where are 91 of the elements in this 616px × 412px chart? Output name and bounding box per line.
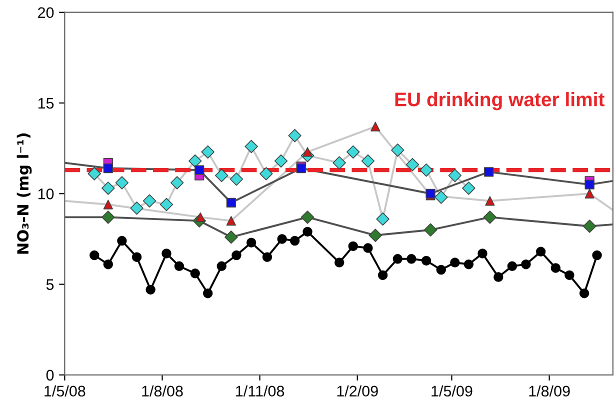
point	[424, 223, 438, 237]
point	[584, 188, 594, 198]
point	[564, 270, 574, 280]
point	[484, 167, 494, 177]
x-tick-label: 1/11/08	[236, 385, 284, 397]
point	[190, 268, 200, 278]
point	[392, 254, 403, 264]
point	[378, 270, 388, 280]
point	[90, 250, 100, 260]
point	[300, 210, 314, 224]
x-tick-label: 1/5/08	[44, 385, 86, 397]
y-tick-label: 5	[46, 279, 54, 290]
point	[448, 168, 462, 182]
point	[132, 252, 142, 262]
point	[391, 144, 404, 157]
point	[536, 246, 546, 257]
point	[244, 140, 258, 154]
point	[88, 167, 102, 180]
x-tick-label: 1/8/09	[529, 385, 570, 397]
point	[162, 248, 172, 258]
point	[592, 250, 602, 260]
point	[483, 210, 497, 224]
point	[142, 194, 156, 208]
point	[550, 263, 561, 273]
point	[226, 198, 236, 208]
point	[160, 198, 174, 212]
y-tick-label: 15	[38, 98, 54, 109]
point	[188, 154, 202, 168]
x-tick-label: 1/2/09	[337, 385, 378, 397]
point	[582, 220, 596, 233]
point	[462, 182, 476, 195]
point	[170, 176, 184, 190]
point	[450, 258, 460, 268]
point	[214, 168, 228, 182]
point	[262, 252, 272, 262]
x-tick-label: 1/5/09	[432, 385, 472, 397]
point	[130, 202, 144, 215]
point	[103, 200, 113, 210]
point	[368, 228, 382, 242]
point	[288, 129, 302, 142]
point	[232, 250, 242, 260]
point	[434, 190, 448, 204]
point	[346, 145, 360, 159]
point	[376, 212, 390, 226]
point	[260, 167, 273, 180]
point	[117, 236, 127, 246]
point	[579, 288, 590, 298]
point	[584, 180, 594, 190]
point	[194, 165, 204, 175]
point	[246, 238, 256, 248]
point	[485, 196, 495, 206]
point	[102, 210, 115, 224]
point	[421, 256, 432, 266]
y-tick-label: 0	[46, 370, 54, 381]
point	[348, 241, 358, 252]
point	[277, 234, 287, 244]
point	[115, 176, 129, 190]
point	[507, 261, 518, 272]
point	[102, 182, 115, 195]
y-tick-label: 20	[38, 7, 54, 18]
point	[196, 212, 206, 222]
point	[363, 243, 373, 253]
point	[334, 258, 344, 268]
point	[174, 261, 184, 272]
point	[274, 154, 288, 168]
point	[436, 264, 446, 275]
point	[302, 226, 312, 237]
ref-line-label: EU drinking water limit	[395, 92, 604, 110]
point	[290, 236, 300, 246]
point	[406, 254, 416, 264]
point	[103, 259, 114, 270]
point	[224, 230, 238, 244]
y-axis-title: NO₃-N (mg l⁻¹)	[16, 133, 32, 254]
point	[216, 261, 226, 272]
point	[103, 163, 113, 174]
y-tick-label: 10	[38, 188, 54, 200]
point	[202, 288, 213, 298]
point	[201, 145, 214, 159]
point	[406, 158, 420, 172]
point	[361, 154, 375, 168]
point	[332, 156, 346, 170]
point	[494, 272, 504, 282]
point	[226, 216, 236, 226]
point	[146, 284, 156, 295]
x-tick-label: 1/8/08	[142, 385, 183, 397]
point	[230, 172, 244, 186]
point	[370, 122, 380, 132]
point	[464, 259, 474, 270]
point	[478, 248, 488, 258]
point	[521, 259, 531, 270]
point	[420, 163, 433, 177]
